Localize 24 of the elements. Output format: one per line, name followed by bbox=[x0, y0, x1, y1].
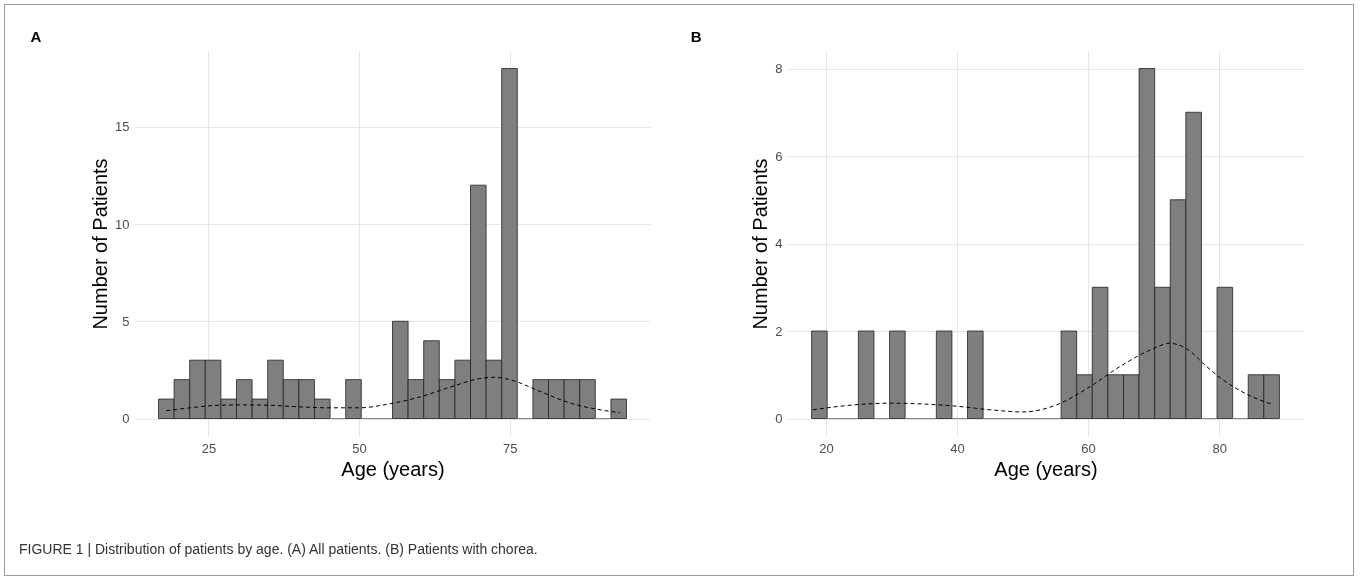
y-tick-label: 0 bbox=[775, 411, 783, 426]
y-axis-title: Number of Patients bbox=[89, 158, 112, 330]
y-axis-title: Number of Patients bbox=[749, 158, 772, 330]
y-tick-label: 6 bbox=[775, 148, 783, 164]
caption: FIGURE 1 | Distribution of patients by age. (A) All patients. (B) Patients with chorea. bbox=[19, 541, 538, 557]
x-axis-title: Age (years) bbox=[994, 457, 1098, 480]
y-tick-label: 5 bbox=[122, 313, 130, 329]
y-tick-label: 8 bbox=[775, 61, 783, 76]
x-tick-label: 50 bbox=[352, 440, 367, 456]
y-tick-label: 2 bbox=[775, 323, 783, 339]
x-tick-label: 40 bbox=[950, 440, 965, 456]
line-series bbox=[812, 342, 1273, 413]
x-axis-title: Age (years) bbox=[341, 457, 445, 480]
x-tick-label: 20 bbox=[819, 440, 834, 456]
x-tick-label: 75 bbox=[502, 440, 518, 456]
chart-title: A bbox=[30, 28, 42, 45]
chart-title: B bbox=[690, 28, 702, 45]
y-tick-label: 4 bbox=[775, 236, 783, 251]
y-tick-label: 0 bbox=[122, 411, 130, 426]
x-tick-label: 25 bbox=[201, 440, 217, 456]
x-tick-label: 60 bbox=[1081, 440, 1096, 456]
y-tick-label: 15 bbox=[115, 119, 130, 135]
y-tick-label: 10 bbox=[115, 216, 130, 232]
x-tick-label: 80 bbox=[1212, 440, 1227, 456]
